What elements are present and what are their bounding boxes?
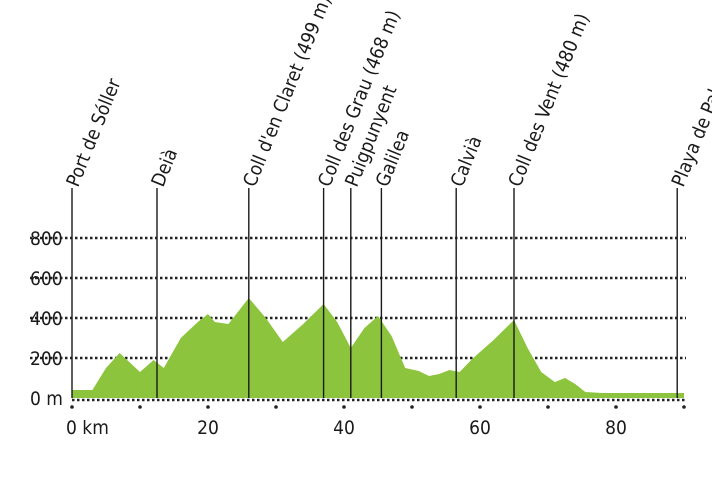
y-tick-label: 0 m	[30, 388, 63, 410]
x-tick-label: 80	[605, 417, 627, 439]
y-tick-label: 400	[30, 308, 63, 330]
waypoint-label: Port de Sóller	[62, 75, 126, 190]
axes: 0 m 200 400 600 800 0 km 20 40 60 80	[30, 228, 686, 439]
x-tick-label: 40	[333, 417, 355, 439]
waypoint-label: Calvià	[446, 133, 486, 190]
waypoint-label: Playa de Palma	[667, 61, 712, 190]
y-tick-label: 200	[30, 348, 63, 370]
waypoint-leaders	[71, 188, 678, 398]
x-tick-mark	[138, 405, 142, 409]
x-tick-mark	[614, 405, 618, 409]
x-tick-label: 20	[197, 417, 219, 439]
waypoint-labels: Port de Sóller Deià Coll d'en Claret (499 …	[62, 0, 712, 190]
elevation-area	[72, 298, 684, 398]
x-tick-mark	[342, 405, 346, 409]
y-tick-label: 600	[30, 268, 63, 290]
x-tick-label: 60	[469, 417, 491, 439]
x-tick-label: 0 km	[66, 417, 109, 439]
elevation-profile-area	[72, 298, 684, 398]
x-tick-mark	[682, 405, 686, 409]
x-tick-mark	[546, 405, 550, 409]
y-tick-label: 800	[30, 228, 63, 250]
x-tick-mark	[410, 405, 414, 409]
waypoint-label: Deià	[147, 146, 182, 190]
x-tick-mark	[478, 405, 482, 409]
x-tick-mark	[274, 405, 278, 409]
x-tick-mark	[206, 405, 210, 409]
x-tick-mark	[70, 405, 74, 409]
gridlines	[30, 236, 686, 360]
waypoint-label: Coll des Vent (480 m)	[504, 10, 594, 190]
